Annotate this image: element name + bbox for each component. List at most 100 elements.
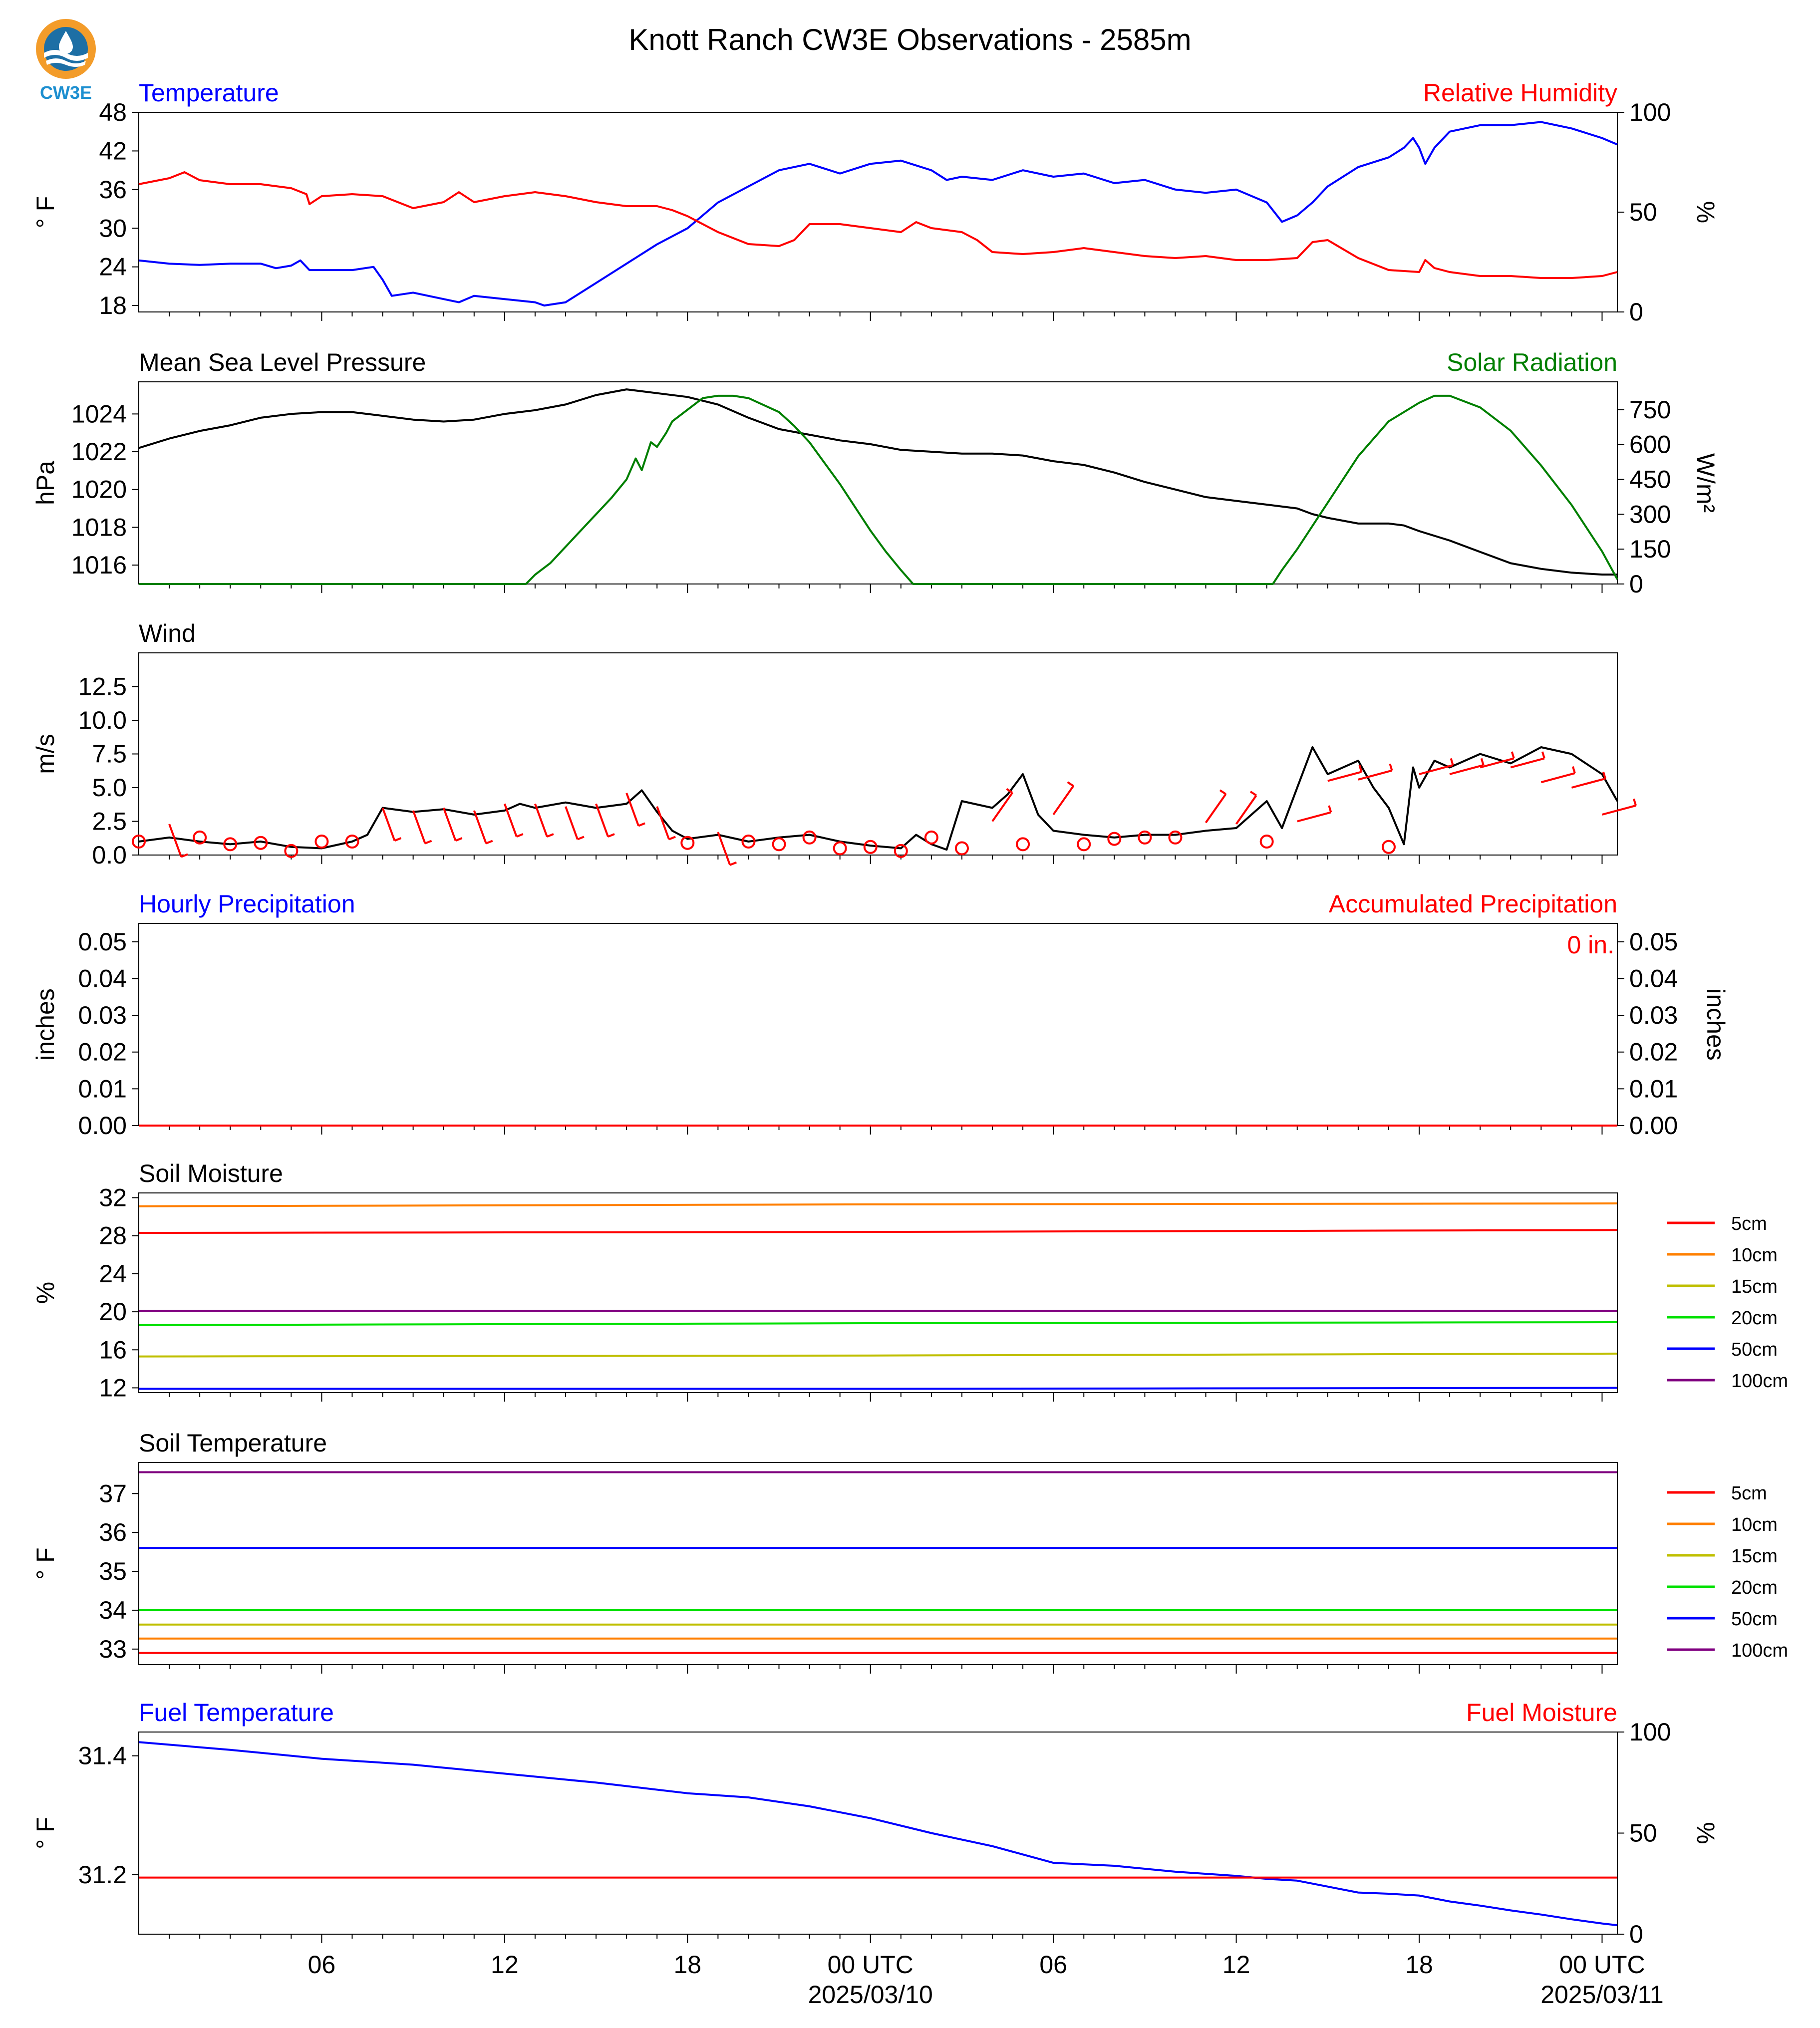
temp_rh-ytick-label-left: 30 — [99, 214, 127, 242]
soil_temp-ytick-label-left: 36 — [99, 1518, 127, 1546]
precip-ytick-label-left: 0.05 — [78, 928, 127, 956]
wind-barb — [1358, 763, 1393, 781]
pressure_solar-ytick-label-left: 1016 — [71, 551, 127, 579]
wind-barb — [1601, 798, 1637, 816]
temp_rh-ylabel-right: % — [1692, 201, 1720, 223]
wind-barb — [168, 824, 188, 858]
x-tick-label: 06 — [308, 1951, 336, 1979]
wind-series-wind — [138, 746, 1618, 851]
pressure_solar-title-left: Mean Sea Level Pressure — [139, 348, 426, 376]
wind-barb-calm — [284, 844, 299, 858]
wind-ytick-label-left: 12.5 — [78, 673, 127, 701]
soil_temp-ytick-label-left: 37 — [99, 1479, 127, 1507]
soil_moisture-legend: 5cm 10cm 15cm 20cm 50cm 100cm — [1667, 1213, 1788, 1392]
precip-annotation: 0 in. — [1567, 931, 1614, 959]
legend-label: 100cm — [1731, 1640, 1788, 1661]
legend-label: 15cm — [1731, 1276, 1778, 1297]
precip-title-right: Accumulated Precipitation — [1329, 890, 1617, 918]
wind-barb-calm — [1107, 832, 1122, 846]
wind-barb-calm — [680, 836, 695, 850]
soil_moisture-frame — [138, 1192, 1618, 1393]
x-tick-label: 18 — [1405, 1951, 1433, 1979]
wind-ytick-label-left: 2.5 — [92, 808, 127, 836]
pressure_solar-ytick-label-left: 1018 — [71, 513, 127, 541]
wind-ytick-label-left: 7.5 — [92, 740, 127, 768]
fuel-ylabel-left: ° F — [31, 1817, 59, 1849]
wind-barb — [656, 806, 676, 841]
soil_moisture-ytick-label-left: 32 — [99, 1184, 127, 1212]
legend-label: 50cm — [1731, 1339, 1778, 1360]
wind-barb-calm — [193, 830, 207, 845]
pressure_solar-title-right: Solar Radiation — [1447, 348, 1617, 376]
pressure_solar-frame — [138, 381, 1618, 584]
pressure_solar-ytick-label-right: 300 — [1629, 500, 1671, 528]
precip-ytick-label-right: 0.05 — [1629, 928, 1678, 956]
wind-barb — [1510, 751, 1545, 769]
precip-ytick-label-left: 0.00 — [78, 1112, 127, 1140]
precip-ytick-label-left: 0.04 — [78, 964, 127, 992]
temp_rh-ytick-label-left: 48 — [99, 98, 127, 126]
pressure_solar-ytick-label-left: 1024 — [71, 400, 127, 428]
logo-text: CW3E — [40, 82, 92, 103]
precip-panel: Hourly Precipitation Accumulated Precipit… — [31, 890, 1730, 1140]
precip-ytick-label-left: 0.01 — [78, 1075, 127, 1103]
pressure_solar-ytick-label-right: 750 — [1629, 396, 1671, 424]
wind-barb-calm — [132, 835, 146, 849]
precip-frame — [138, 923, 1618, 1126]
wind-barb-calm — [1138, 830, 1152, 845]
precip-ytick-label-right: 0.04 — [1629, 964, 1678, 992]
wind-barb — [1052, 781, 1074, 816]
fuel-ytick-label-left: 31.2 — [78, 1861, 127, 1889]
precip-title-left: Hourly Precipitation — [139, 890, 355, 918]
pressure_solar-ylabel-right: W/m² — [1692, 453, 1720, 513]
precip-ytick-label-left: 0.03 — [78, 1001, 127, 1029]
fuel-ytick-label-right: 50 — [1629, 1819, 1657, 1847]
pressure_solar-panel: Mean Sea Level Pressure Solar Radiation 10… — [31, 348, 1720, 598]
soil_moisture-series-20cm — [138, 1321, 1618, 1326]
wind-barb-calm — [345, 835, 359, 849]
temp_rh-ylabel-left: ° F — [31, 196, 59, 228]
soil_moisture-series-10cm — [138, 1202, 1618, 1207]
fuel-title-right: Fuel Moisture — [1466, 1699, 1617, 1727]
precip-ytick-label-right: 0.01 — [1629, 1075, 1678, 1103]
wind-barb-calm — [894, 844, 908, 858]
legend-label: 10cm — [1731, 1514, 1778, 1535]
wind-ytick-label-left: 10.0 — [78, 706, 127, 734]
legend-label: 100cm — [1731, 1371, 1788, 1392]
precip-ylabel-right: inches — [1702, 988, 1730, 1061]
wind-barb-calm — [863, 840, 878, 854]
fuel-panel: Fuel Temperature Fuel Moisture 31.2 31.4 0 50… — [31, 1699, 1720, 1948]
wind-barb — [1449, 758, 1485, 775]
temp_rh-ytick-label-left: 18 — [99, 291, 127, 319]
wind-barb — [1571, 771, 1606, 789]
fuel-ytick-label-right: 0 — [1629, 1920, 1643, 1948]
wind-ylabel-left: m/s — [31, 734, 59, 774]
wind-barb-calm — [223, 837, 238, 852]
fuel-ytick-label-left: 31.4 — [78, 1742, 127, 1770]
cw3e-logo: CW3E — [31, 18, 101, 103]
x-tick-label: 00 UTC — [828, 1951, 913, 1979]
precip-ytick-label-right: 0.02 — [1629, 1038, 1678, 1066]
wind-barb — [534, 803, 554, 838]
logo-mark-icon: CW3E — [36, 19, 96, 103]
fuel-ylabel-right: % — [1692, 1822, 1720, 1844]
wind-barb — [1327, 765, 1363, 782]
soil_moisture-ytick-label-left: 28 — [99, 1222, 127, 1250]
soil_moisture-series-5cm — [138, 1229, 1618, 1234]
wind-barb-calm — [741, 835, 756, 849]
soil_moisture-panel: Soil Moisture 12 16 20 24 28 32% 5cm 10cm 15cm 20c… — [31, 1159, 1788, 1402]
legend-label: 50cm — [1731, 1609, 1778, 1630]
soil_moisture-series-15cm — [138, 1352, 1618, 1358]
wind-barb — [991, 788, 1013, 822]
wind-barb-calm — [314, 835, 329, 849]
temp_rh-ytick-label-left: 24 — [99, 253, 127, 281]
soil_temp-ylabel-left: ° F — [31, 1547, 59, 1579]
temp_rh-panel: Temperature Relative Humidity 18 24 30 36 42 48… — [31, 79, 1720, 326]
wind-barb-calm — [1077, 837, 1091, 852]
wind-barb-calm — [833, 841, 847, 856]
wind-barb — [1540, 766, 1576, 784]
precip-ytick-label-left: 0.02 — [78, 1038, 127, 1066]
pressure_solar-series-solar-radiation — [139, 394, 1618, 585]
temp_rh-ytick-label-right: 0 — [1629, 298, 1643, 326]
pressure_solar-ytick-label-right: 150 — [1629, 535, 1671, 563]
